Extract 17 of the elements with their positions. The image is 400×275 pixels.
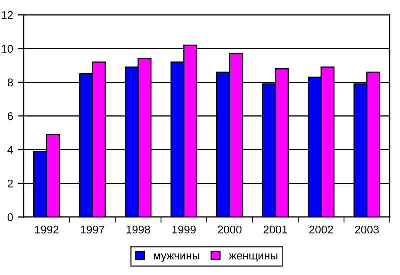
y-tick-label: 0 (8, 214, 14, 222)
x-tick-label: 2002 (310, 226, 334, 234)
x-tick-label: 2000 (218, 226, 242, 234)
y-tick-label: 6 (8, 112, 14, 120)
y-tick-label: 2 (8, 180, 14, 188)
legend-label: мужчины (154, 254, 200, 262)
y-tick-label: 10 (2, 45, 14, 53)
legend-label: женщины (229, 254, 278, 262)
x-tick-label: 1997 (81, 226, 104, 234)
x-tick-label: 1999 (172, 226, 196, 234)
x-tick-label: 2003 (355, 226, 379, 234)
y-tick-label: 4 (8, 146, 14, 154)
x-tick-label: 1998 (126, 226, 150, 234)
x-tick-label: 2001 (264, 226, 288, 234)
x-tick-label: 1992 (35, 226, 59, 234)
y-tick-label: 8 (8, 78, 14, 87)
y-tick-label: 12 (2, 11, 14, 20)
